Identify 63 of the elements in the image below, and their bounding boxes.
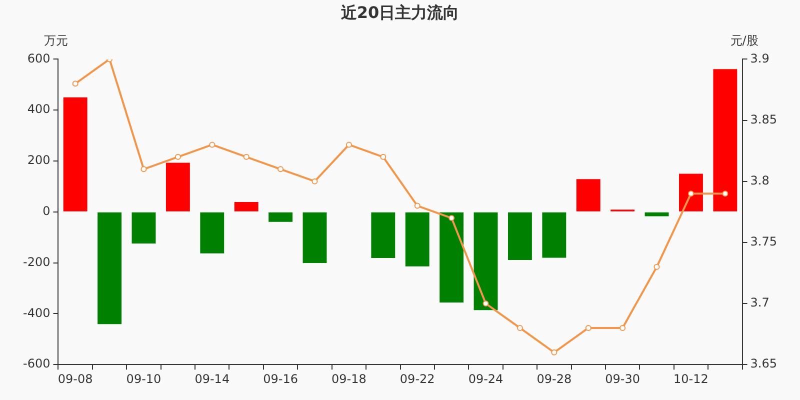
point — [174, 154, 181, 160]
x-tick-label: 10-12 — [674, 372, 708, 386]
bar — [371, 212, 396, 258]
point — [448, 215, 455, 222]
point — [243, 154, 250, 160]
x-tick-label: 09-16 — [263, 372, 298, 386]
bar — [166, 162, 190, 212]
y2-tick-label: 3.8 — [750, 173, 770, 188]
bar — [132, 212, 156, 244]
point — [516, 324, 523, 331]
bar — [508, 212, 532, 260]
point — [620, 324, 626, 331]
bar — [234, 202, 258, 212]
x-tick-label: 09-14 — [194, 372, 230, 386]
bar — [679, 174, 703, 212]
y2-tick-label: 3.7 — [750, 296, 770, 310]
y2-tick-label: 3.85 — [750, 112, 777, 126]
point — [722, 190, 728, 197]
y-tick-label: -400 — [23, 306, 50, 320]
y-tick-label: 400 — [27, 102, 50, 116]
x-tick-label: 09-30 — [605, 372, 640, 386]
y-tick-label: 600 — [27, 51, 50, 66]
bar — [302, 212, 327, 264]
y-tick-label: -600 — [23, 356, 50, 371]
bar — [440, 212, 464, 302]
point — [688, 190, 694, 197]
point — [209, 142, 216, 148]
y-tick-label: -200 — [23, 254, 50, 269]
point — [654, 264, 660, 270]
bar — [63, 97, 88, 212]
chart-title: 近20日主力流向 — [340, 2, 460, 22]
bar — [644, 212, 669, 216]
bar — [405, 212, 430, 266]
x-tick-label: 09-24 — [468, 372, 504, 386]
bar — [98, 212, 122, 324]
point — [482, 300, 489, 307]
y2-tick-label: 3.9 — [750, 51, 770, 66]
x-tick-label: 09-18 — [332, 372, 366, 386]
y-tick-label: 0 — [42, 204, 50, 218]
x-tick-label: 09-10 — [126, 372, 162, 386]
point — [312, 178, 318, 184]
y2-tick-label: 3.65 — [750, 356, 777, 371]
bar — [576, 179, 600, 212]
bar — [268, 212, 293, 222]
y2-axis-title: 元/股 — [730, 33, 758, 48]
point — [72, 80, 78, 87]
y-tick-label: 200 — [27, 153, 50, 168]
bar — [713, 69, 738, 212]
point — [551, 349, 558, 356]
y-axis-title: 万元 — [44, 33, 68, 48]
point — [414, 202, 420, 209]
bar — [474, 212, 498, 310]
point — [278, 166, 284, 172]
point — [346, 142, 352, 148]
x-tick-label: 09-08 — [58, 372, 93, 386]
point — [585, 324, 592, 331]
x-tick-label: 09-28 — [536, 372, 572, 386]
point — [140, 166, 147, 172]
x-tick-label: 09-22 — [400, 372, 435, 386]
point — [380, 154, 386, 160]
bar — [200, 212, 224, 254]
bar — [542, 212, 566, 258]
y2-tick-label: 3.75 — [750, 234, 777, 249]
